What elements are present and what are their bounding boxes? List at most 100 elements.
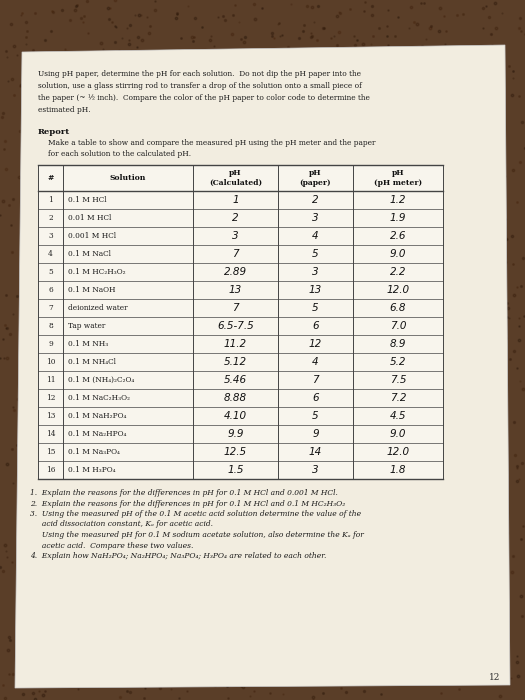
Text: 6.8: 6.8	[390, 303, 406, 313]
Text: Using pH paper, determine the pH for each solution.  Do not dip the pH paper int: Using pH paper, determine the pH for eac…	[38, 70, 361, 78]
Text: 0.1 M NaC₂H₃O₂: 0.1 M NaC₂H₃O₂	[68, 394, 130, 402]
Text: 0.1 M NaH₂PO₄: 0.1 M NaH₂PO₄	[68, 412, 127, 420]
Text: 3: 3	[312, 465, 319, 475]
Text: Solution: Solution	[110, 174, 146, 182]
Text: 10: 10	[46, 358, 55, 366]
Text: 13: 13	[229, 285, 242, 295]
Text: 4: 4	[312, 357, 319, 367]
Text: 11: 11	[46, 376, 55, 384]
Text: 1.2: 1.2	[390, 195, 406, 205]
Text: 0.1 M HCl: 0.1 M HCl	[68, 196, 107, 204]
Polygon shape	[15, 45, 510, 688]
Text: 7: 7	[48, 304, 53, 312]
Text: #: #	[47, 174, 54, 182]
Text: 4.10: 4.10	[224, 411, 247, 421]
Text: 5.46: 5.46	[224, 375, 247, 385]
Text: 12: 12	[489, 673, 500, 682]
Text: 5: 5	[312, 249, 319, 259]
Text: 7.5: 7.5	[390, 375, 406, 385]
Text: 2.6: 2.6	[390, 231, 406, 241]
Text: 9.0: 9.0	[390, 249, 406, 259]
Text: 9.9: 9.9	[227, 429, 244, 439]
FancyBboxPatch shape	[38, 165, 443, 479]
Text: 5.2: 5.2	[390, 357, 406, 367]
Text: 1.8: 1.8	[390, 465, 406, 475]
Text: 12.0: 12.0	[386, 447, 410, 457]
Text: 0.01 M HCl: 0.01 M HCl	[68, 214, 111, 222]
Text: 5: 5	[48, 268, 53, 276]
Text: 2: 2	[312, 195, 319, 205]
Text: 7: 7	[232, 249, 239, 259]
Text: 2.89: 2.89	[224, 267, 247, 277]
Text: 3: 3	[312, 213, 319, 223]
Text: 3: 3	[48, 232, 53, 240]
Text: 7.2: 7.2	[390, 393, 406, 403]
Text: 2: 2	[232, 213, 239, 223]
Text: Tap water: Tap water	[68, 322, 106, 330]
Text: 0.1 M NH₃: 0.1 M NH₃	[68, 340, 108, 348]
Text: 1: 1	[48, 196, 53, 204]
Text: 1: 1	[232, 195, 239, 205]
Text: 13: 13	[309, 285, 322, 295]
Text: 4.5: 4.5	[390, 411, 406, 421]
Text: 5: 5	[312, 303, 319, 313]
Text: 2.  Explain the reasons for the differences in pH for 0.1 M HCl and 0.1 M HC₂H₃O: 2. Explain the reasons for the differenc…	[30, 500, 345, 507]
Text: 3: 3	[232, 231, 239, 241]
Text: 0.001 M HCl: 0.001 M HCl	[68, 232, 116, 240]
Text: 6: 6	[48, 286, 53, 294]
Text: 12.5: 12.5	[224, 447, 247, 457]
Text: 8.88: 8.88	[224, 393, 247, 403]
Text: 1.9: 1.9	[390, 213, 406, 223]
Text: 12: 12	[309, 339, 322, 349]
Text: 15: 15	[46, 448, 55, 456]
Text: 2: 2	[48, 214, 53, 222]
Text: 16: 16	[46, 466, 55, 474]
Text: 14: 14	[309, 447, 322, 457]
Text: for each solution to the calculated pH.: for each solution to the calculated pH.	[48, 150, 191, 158]
Text: 9: 9	[312, 429, 319, 439]
Text: 8.9: 8.9	[390, 339, 406, 349]
Text: 0.1 M Na₃PO₄: 0.1 M Na₃PO₄	[68, 448, 120, 456]
Text: acid dissociation constant, Kₐ for acetic acid.: acid dissociation constant, Kₐ for aceti…	[30, 521, 213, 528]
Text: 4: 4	[312, 231, 319, 241]
Text: 13: 13	[46, 412, 55, 420]
Text: 0.1 M NaOH: 0.1 M NaOH	[68, 286, 116, 294]
Text: 6: 6	[312, 321, 319, 331]
Text: pH
(Calculated): pH (Calculated)	[209, 169, 262, 187]
Text: 0.1 M (NH₄)₂C₂O₄: 0.1 M (NH₄)₂C₂O₄	[68, 376, 134, 384]
Text: 4.  Explain how NaH₂PO₄; Na₂HPO₄; Na₃PO₄; H₃PO₄ are related to each other.: 4. Explain how NaH₂PO₄; Na₂HPO₄; Na₃PO₄;…	[30, 552, 327, 560]
Text: 7: 7	[312, 375, 319, 385]
Text: 8: 8	[48, 322, 53, 330]
Text: 0.1 M H₃PO₄: 0.1 M H₃PO₄	[68, 466, 116, 474]
Text: 4: 4	[48, 250, 53, 258]
Text: acetic acid.  Compare these two values.: acetic acid. Compare these two values.	[30, 542, 193, 550]
Text: 0.1 M HC₂H₃O₂: 0.1 M HC₂H₃O₂	[68, 268, 125, 276]
Text: 1.5: 1.5	[227, 465, 244, 475]
Text: 12: 12	[46, 394, 55, 402]
Text: Make a table to show and compare the measured pH using the pH meter and the pape: Make a table to show and compare the mea…	[48, 139, 375, 147]
Text: 3.  Using the measured pH of the 0.1 M acetic acid solution determine the value : 3. Using the measured pH of the 0.1 M ac…	[30, 510, 361, 518]
Text: deionized water: deionized water	[68, 304, 128, 312]
Text: pH
(pH meter): pH (pH meter)	[374, 169, 422, 187]
Text: 3: 3	[312, 267, 319, 277]
Text: pH
(paper): pH (paper)	[300, 169, 331, 187]
Text: 5.12: 5.12	[224, 357, 247, 367]
Text: Using the measured pH for 0.1 M sodium acetate solution, also determine the Kₐ f: Using the measured pH for 0.1 M sodium a…	[30, 531, 364, 539]
Text: 1.  Explain the reasons for the differences in pH for 0.1 M HCl and 0.001 M HCl.: 1. Explain the reasons for the differenc…	[30, 489, 338, 497]
Text: estimated pH.: estimated pH.	[38, 106, 91, 114]
Text: 6: 6	[312, 393, 319, 403]
Text: 5: 5	[312, 411, 319, 421]
Text: 12.0: 12.0	[386, 285, 410, 295]
Text: the paper (~ ½ inch).  Compare the color of the pH paper to color code to determ: the paper (~ ½ inch). Compare the color …	[38, 94, 370, 102]
Text: 2.2: 2.2	[390, 267, 406, 277]
Text: 14: 14	[46, 430, 55, 438]
Text: 9: 9	[48, 340, 53, 348]
Text: Report: Report	[38, 128, 70, 136]
Text: 0.1 M Na₂HPO₄: 0.1 M Na₂HPO₄	[68, 430, 127, 438]
Text: solution, use a glass stirring rod to transfer a drop of the solution onto a sma: solution, use a glass stirring rod to tr…	[38, 82, 362, 90]
Text: 6.5-7.5: 6.5-7.5	[217, 321, 254, 331]
Text: 9.0: 9.0	[390, 429, 406, 439]
Text: 7: 7	[232, 303, 239, 313]
Text: 0.1 M NaCl: 0.1 M NaCl	[68, 250, 111, 258]
Text: 0.1 M NH₄Cl: 0.1 M NH₄Cl	[68, 358, 116, 366]
